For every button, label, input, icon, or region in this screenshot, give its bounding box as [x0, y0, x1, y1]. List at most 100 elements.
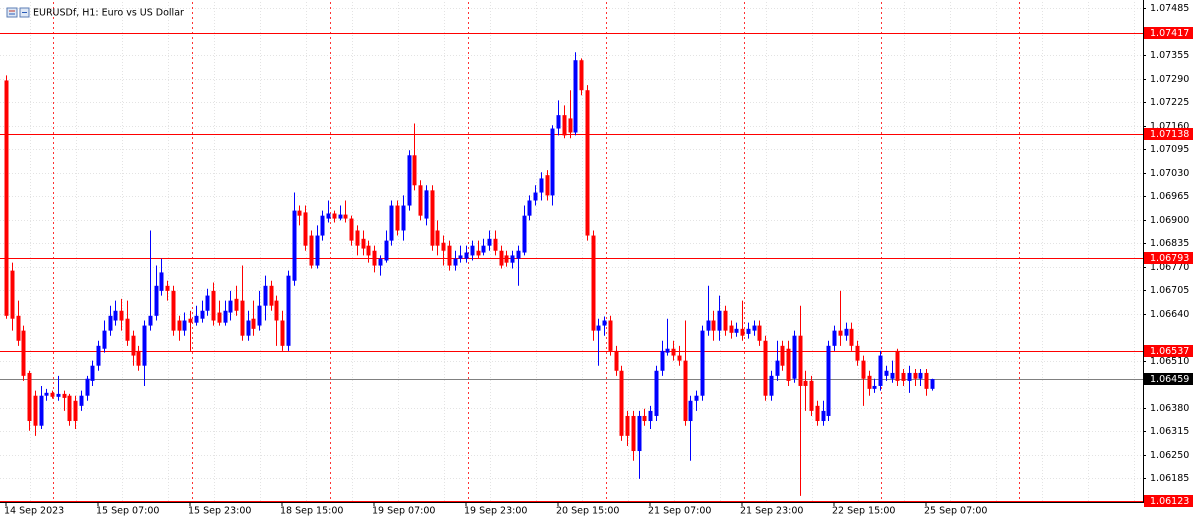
candle-body [780, 345, 785, 366]
candle-body [188, 318, 193, 323]
candle-body [148, 315, 153, 326]
candle-body [579, 60, 584, 91]
candle-body [113, 310, 118, 321]
candle-body [269, 285, 274, 306]
candle-body [131, 335, 136, 356]
candle-body [326, 213, 331, 219]
candle-body [832, 330, 837, 346]
candle-body [504, 255, 509, 263]
candle-body [665, 348, 670, 353]
candle-body [50, 392, 55, 397]
candle-body [90, 365, 95, 381]
candle-body [441, 242, 446, 251]
candle-body [849, 328, 854, 346]
candle-body [792, 335, 797, 379]
title-icon [6, 7, 30, 18]
candle-body [297, 210, 302, 216]
candle-body [303, 212, 308, 246]
y-tick-label: 1.07290 [1150, 74, 1189, 85]
candle-body [826, 345, 831, 416]
candle-body [683, 360, 688, 422]
y-tick-label: 1.07160 [1150, 121, 1189, 132]
candle-body [861, 360, 866, 379]
candle-body [844, 328, 849, 336]
candle-body [16, 315, 21, 341]
candle-body [159, 272, 164, 291]
candle-body [591, 235, 596, 331]
candle-body [263, 285, 268, 306]
candle-body [476, 250, 481, 256]
candle-body [200, 310, 205, 319]
candle-body [125, 318, 130, 341]
price-line-label: 1.07417 [1150, 28, 1189, 39]
candle-body [545, 175, 550, 196]
candle-body [412, 155, 417, 186]
candle-body [516, 250, 521, 259]
candle-body [240, 300, 245, 336]
candle-body [493, 238, 498, 251]
candle-body [625, 415, 630, 436]
candle-body [499, 250, 504, 266]
candle-body [619, 370, 624, 436]
y-tick-label: 1.06510 [1150, 356, 1189, 367]
price-line-label-box [1144, 128, 1193, 140]
candle-body [205, 295, 210, 311]
candle-body [177, 320, 182, 331]
candle-body [539, 178, 544, 193]
x-tick-label: 21 Sep 23:00 [740, 506, 803, 517]
y-tick-label: 1.06380 [1150, 403, 1189, 414]
candle-body [211, 290, 216, 321]
candle-body [96, 345, 101, 366]
candle-body [136, 350, 141, 366]
candle-body [361, 238, 366, 249]
candle-body [706, 320, 711, 331]
x-tick-label: 15 Sep 07:00 [96, 506, 159, 517]
candle-body [108, 315, 113, 331]
y-tick-label: 1.06705 [1150, 285, 1189, 296]
candle-body [527, 200, 532, 216]
candle-body [56, 393, 61, 397]
candle-body [343, 214, 348, 219]
price-levels [0, 33, 1143, 502]
candle-body [470, 245, 475, 256]
candle-body [257, 305, 262, 326]
x-tick-label: 18 Sep 15:00 [280, 506, 343, 517]
candle-body [142, 325, 147, 366]
candle-body [614, 350, 619, 371]
y-tick-label: 1.06315 [1150, 426, 1189, 437]
candle-body [533, 192, 538, 201]
price-line-label: 1.06123 [1150, 496, 1189, 507]
candle-body [872, 385, 877, 389]
x-tick-label: 19 Sep 23:00 [464, 506, 527, 517]
candle-body [746, 328, 751, 334]
candle-body [815, 405, 820, 422]
candle-body [642, 415, 647, 422]
candle-body [246, 320, 251, 336]
candle-body [338, 214, 343, 219]
candle-body [280, 320, 285, 346]
x-tick-label: 15 Sep 23:00 [188, 506, 251, 517]
candle-body [286, 275, 291, 346]
y-tick-label: 1.06640 [1150, 309, 1189, 320]
candle-body [228, 300, 233, 313]
candle-body [44, 392, 49, 396]
candle-body [631, 415, 636, 452]
candle-body [734, 328, 739, 333]
candle-body [930, 379, 935, 389]
candle-body [729, 325, 734, 333]
y-tick-label: 1.06900 [1150, 215, 1189, 226]
candle-body [688, 400, 693, 422]
candle-body [194, 315, 199, 323]
candle-body [522, 215, 527, 253]
candle-body [292, 210, 297, 281]
candle-body [487, 238, 492, 246]
candle-body [568, 118, 573, 133]
candle-body [401, 205, 406, 231]
candle-body [573, 60, 578, 133]
candle-body [924, 372, 929, 389]
candle-body [740, 328, 745, 336]
candle-body [372, 250, 377, 266]
candle-body [752, 325, 757, 331]
